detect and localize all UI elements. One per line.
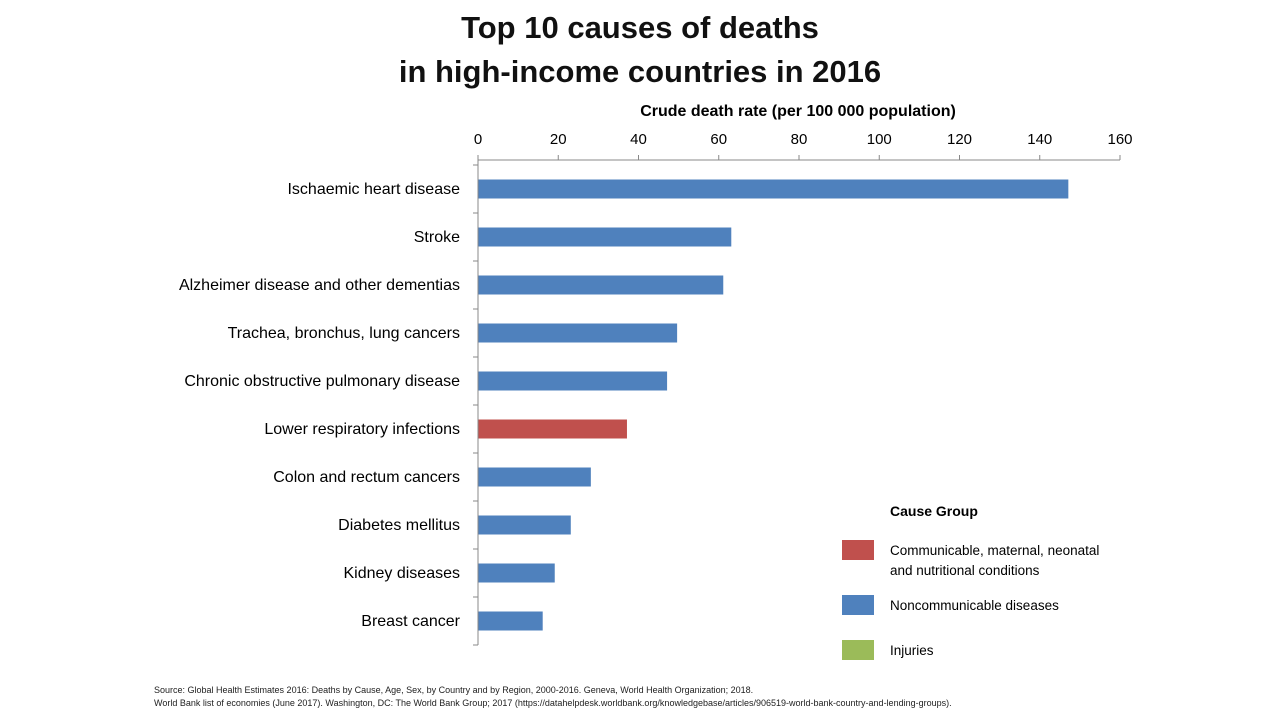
category-label: Colon and rectum cancers [273,469,460,486]
bar [478,467,591,487]
bar [478,323,678,343]
x-tick-label: 160 [1107,131,1132,148]
bar [478,371,668,391]
category-label: Breast cancer [361,613,460,630]
bar [478,227,732,247]
legend-label: Communicable, maternal, neonatal [890,543,1099,558]
legend-label: and nutritional conditions [890,563,1040,578]
x-tick-label: 100 [867,131,892,148]
bar [478,275,724,295]
category-label: Diabetes mellitus [338,517,460,534]
x-tick-label: 40 [630,131,647,148]
source-line-2: World Bank list of economies (June 2017)… [154,698,952,708]
bar [478,611,543,631]
category-label: Kidney diseases [343,565,460,582]
x-tick-label: 120 [947,131,972,148]
x-tick-label: 0 [474,131,482,148]
category-label: Lower respiratory infections [264,421,460,438]
x-axis-title: Crude death rate (per 100 000 population… [640,103,956,120]
x-tick-label: 20 [550,131,567,148]
category-label: Ischaemic heart disease [287,181,460,198]
x-tick-label: 60 [710,131,727,148]
category-label: Stroke [414,229,460,246]
category-label: Trachea, bronchus, lung cancers [228,325,460,342]
legend-swatch [842,640,874,660]
source-line-1: Source: Global Health Estimates 2016: De… [154,685,754,695]
x-tick-label: 80 [791,131,808,148]
legend-title: Cause Group [890,503,978,519]
chart-title-line-1: Top 10 causes of deaths [461,10,819,45]
legend-label: Injuries [890,643,934,658]
category-label: Chronic obstructive pulmonary disease [184,373,460,390]
legend-label: Noncommunicable diseases [890,598,1059,613]
category-label: Alzheimer disease and other dementias [179,277,460,294]
bar [478,563,555,583]
bar [478,419,627,439]
chart-title-line-2: in high-income countries in 2016 [398,54,882,89]
source-note: Source: Global Health Estimates 2016: De… [154,684,952,710]
legend-swatch [842,595,874,615]
legend-swatch [842,540,874,560]
bar [478,515,571,535]
bar [478,179,1069,199]
x-tick-label: 140 [1027,131,1052,148]
